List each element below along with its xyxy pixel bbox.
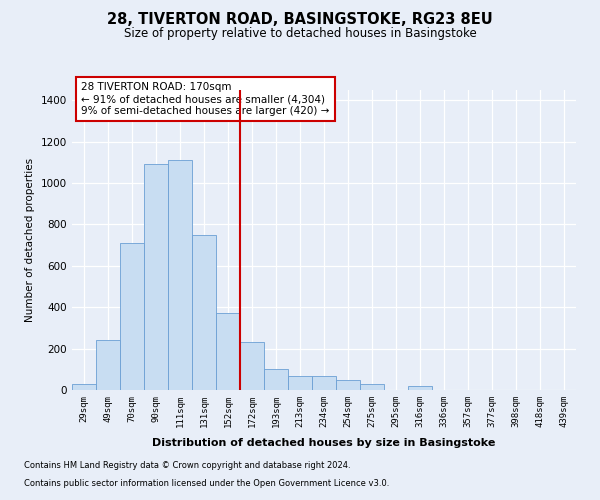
Text: 28, TIVERTON ROAD, BASINGSTOKE, RG23 8EU: 28, TIVERTON ROAD, BASINGSTOKE, RG23 8EU [107, 12, 493, 28]
Bar [120, 243, 144, 390]
Bar [240, 342, 264, 390]
Text: Contains public sector information licensed under the Open Government Licence v3: Contains public sector information licen… [24, 478, 389, 488]
Bar [96, 340, 120, 390]
Bar [72, 384, 96, 390]
Bar [360, 384, 384, 390]
Text: 28 TIVERTON ROAD: 170sqm
← 91% of detached houses are smaller (4,304)
9% of semi: 28 TIVERTON ROAD: 170sqm ← 91% of detach… [81, 82, 329, 116]
Bar [192, 235, 216, 390]
Bar [288, 376, 312, 390]
Bar [264, 370, 288, 390]
Bar [336, 380, 360, 390]
Bar [144, 164, 168, 390]
Text: Contains HM Land Registry data © Crown copyright and database right 2024.: Contains HM Land Registry data © Crown c… [24, 461, 350, 470]
Y-axis label: Number of detached properties: Number of detached properties [25, 158, 35, 322]
Bar [312, 376, 336, 390]
Bar [408, 386, 432, 390]
Text: Distribution of detached houses by size in Basingstoke: Distribution of detached houses by size … [152, 438, 496, 448]
Bar [216, 314, 240, 390]
Text: Size of property relative to detached houses in Basingstoke: Size of property relative to detached ho… [124, 28, 476, 40]
Bar [168, 160, 192, 390]
